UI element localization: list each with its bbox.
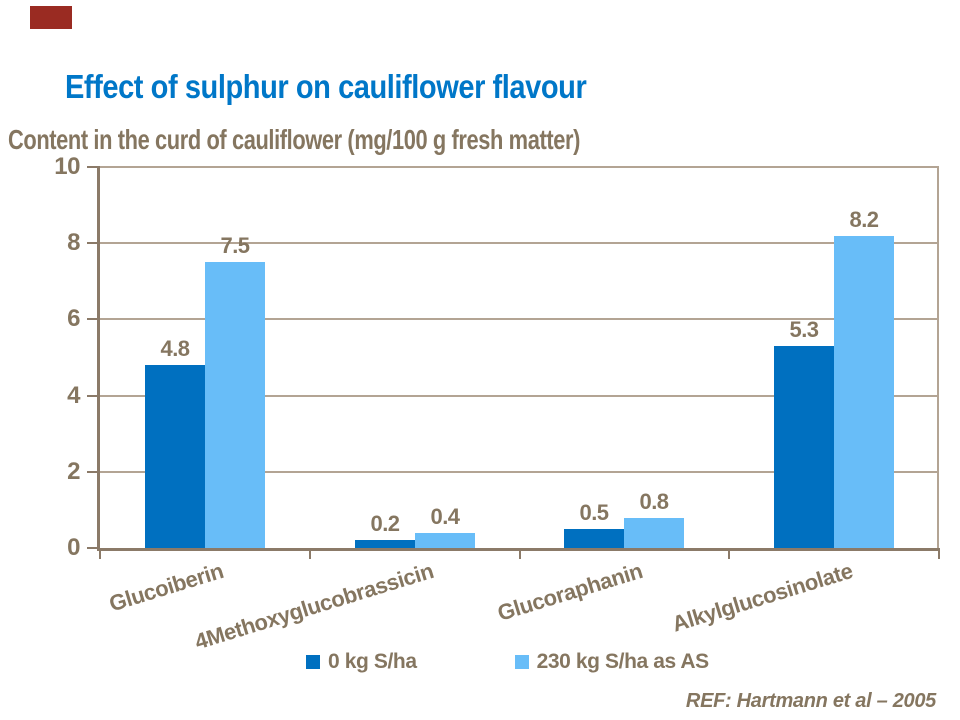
axis-title: Content in the curd of cauliflower (mg/1… (8, 124, 580, 155)
legend-swatch (306, 655, 320, 669)
y-axis-tick (87, 242, 97, 244)
bar-value-label: 4.8 (160, 336, 190, 361)
y-axis-tick-label: 0 (67, 534, 80, 561)
reference-text: REF: Hartmann et al – 2005 (685, 690, 936, 712)
x-axis-category-label: Glucoiberin (106, 558, 227, 617)
bar-value-label: 0.8 (639, 489, 669, 514)
accent-rectangle (30, 6, 72, 29)
y-axis-tick-label: 6 (67, 305, 80, 332)
bar-series1 (564, 529, 624, 548)
bar-value-label: 0.2 (370, 511, 400, 536)
gridline (100, 471, 937, 473)
legend-item: 0 kg S/ha (306, 650, 417, 674)
y-axis-tick-label: 10 (54, 153, 80, 180)
gridline (100, 395, 937, 397)
y-axis-tick-label: 8 (67, 229, 80, 256)
legend-label: 0 kg S/ha (328, 650, 417, 673)
bar-value-label: 0.5 (579, 500, 609, 525)
bar-series2 (624, 518, 684, 548)
plot-border-top (100, 166, 939, 168)
x-axis-category-label: Alkylglucosinolate (668, 558, 856, 637)
x-axis-tick (938, 551, 940, 559)
x-axis-tick (728, 551, 730, 559)
bar-value-label: 5.3 (789, 317, 819, 342)
bar-series2 (834, 236, 894, 548)
bar-series2 (205, 262, 265, 548)
x-axis-category-label: 4Methoxyglucobrassicin (191, 558, 437, 655)
bar-series1 (774, 346, 834, 548)
bar-series1 (355, 540, 415, 548)
bar-value-label: 0.4 (430, 504, 460, 529)
y-axis-tick (87, 395, 97, 397)
gridline (100, 318, 937, 320)
bar-value-label: 7.5 (220, 233, 250, 258)
x-axis-category-label: Glucoraphanin (494, 558, 646, 626)
legend-swatch (514, 655, 529, 669)
y-axis-line (97, 166, 100, 551)
bar-value-label: 8.2 (849, 207, 879, 232)
y-axis-tick (87, 166, 97, 168)
legend-label: 230 kg S/ha as AS (536, 650, 710, 673)
bar-series1 (145, 365, 205, 548)
y-axis-tick-label: 2 (67, 458, 80, 485)
legend-item: 230 kg S/ha as AS (514, 650, 710, 674)
x-axis-tick (519, 551, 521, 559)
bar-series2 (415, 533, 475, 548)
y-axis-tick-label: 4 (67, 382, 80, 409)
y-axis-tick (87, 471, 97, 473)
x-axis-tick (309, 551, 311, 559)
slide-title: Effect of sulphur on cauliflower flavour (65, 68, 587, 105)
y-axis-tick (87, 318, 97, 320)
x-axis-tick (99, 551, 101, 559)
plot-border-right (937, 167, 939, 548)
x-axis-line (97, 548, 940, 551)
chart-legend: 0 kg S/ha 230 kg S/ha as AS (306, 650, 709, 674)
gridline (100, 242, 937, 244)
y-axis-tick (87, 547, 97, 549)
